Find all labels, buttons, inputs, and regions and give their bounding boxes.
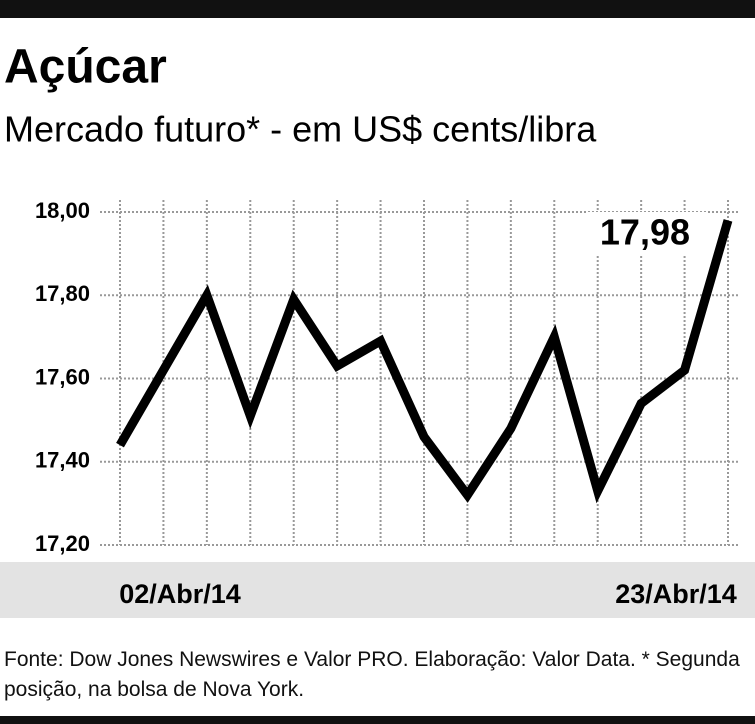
y-tick-label: 17,80 (35, 281, 90, 306)
y-tick-label: 17,40 (35, 448, 90, 473)
chart-title: Açúcar (4, 41, 167, 94)
value-label-bg (588, 212, 706, 256)
x-band (0, 562, 755, 618)
y-tick-label: 17,60 (35, 364, 90, 389)
value-label: 17,98 (600, 212, 690, 253)
bottom-bar (0, 716, 755, 724)
chart-subtitle: Mercado futuro* - em US$ cents/libra (4, 109, 597, 150)
y-tick-label: 17,20 (35, 531, 90, 556)
x-tick-label: 23/Abr/14 (615, 579, 737, 609)
y-tick-label: 18,00 (35, 198, 90, 223)
top-bar (0, 0, 755, 18)
x-tick-label: 02/Abr/14 (119, 579, 241, 609)
source-note: Fonte: Dow Jones Newswires e Valor PRO. … (4, 648, 740, 701)
line (116, 219, 733, 504)
